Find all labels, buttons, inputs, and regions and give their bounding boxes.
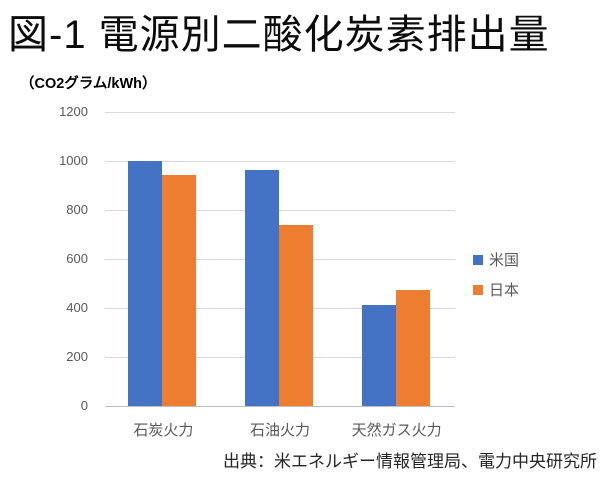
bar-日本-天然ガス火力 [395,289,430,406]
bar-米国-石油火力 [245,169,279,406]
x-tick-label-石炭火力: 石炭火力 [133,422,194,439]
plot-area [105,112,455,407]
y-tick-label-800: 800 [66,202,88,217]
bar-米国-天然ガス火力 [361,304,396,406]
legend-item-米国: 米国 [473,249,519,270]
y-tick-label-200: 200 [66,349,88,364]
y-tick-label-0: 0 [80,398,88,413]
x-tick-label-石油火力: 石油火力 [250,422,311,439]
y-tick-label-1200: 1200 [59,104,88,119]
y-tick-label-600: 600 [66,251,88,266]
y-tick-label-1000: 1000 [59,153,88,168]
y-axis-unit-label: （CO2グラム/kWh） [20,76,157,92]
legend-swatch-icon [473,284,483,295]
legend-label: 日本 [489,282,520,299]
legend: 米国 日本 [473,249,519,300]
gridline-0 [105,406,455,407]
y-tick-label-400: 400 [66,300,88,315]
legend-swatch-icon [473,254,483,265]
legend-label: 米国 [489,252,520,269]
source-note: 出典：米エネルギー情報管理局、電力中央研究所 [223,452,597,471]
bar-米国-石炭火力 [128,161,163,406]
gridline-1200 [105,112,455,113]
bar-日本-石炭火力 [162,175,197,406]
chart-title: 図-1 電源別二酸化炭素排出量 [8,13,550,57]
gridline-1000 [105,161,455,162]
bar-日本-石油火力 [279,225,313,406]
x-tick-label-天然ガス火力: 天然ガス火力 [351,422,442,439]
legend-item-日本: 日本 [473,279,519,300]
gridline-800 [105,210,455,211]
